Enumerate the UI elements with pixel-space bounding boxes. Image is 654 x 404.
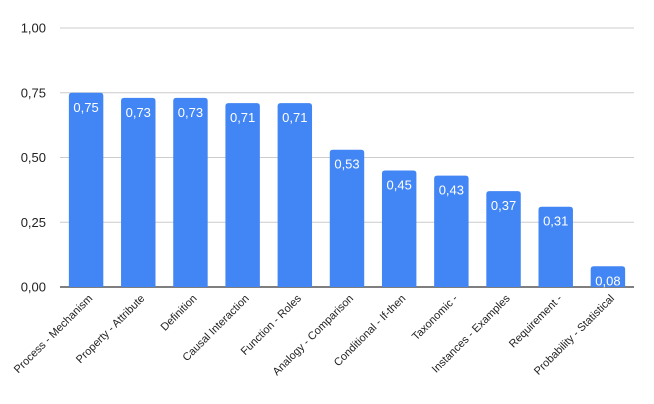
y-tick-label: 0,50: [21, 150, 46, 165]
data-label: 0,53: [334, 157, 359, 172]
data-label: 0,08: [595, 273, 620, 288]
data-label: 0,43: [439, 183, 464, 198]
data-label: 0,31: [543, 214, 568, 229]
bar[interactable]: [434, 175, 469, 287]
y-tick-label: 0,25: [21, 215, 46, 230]
bar[interactable]: [277, 103, 313, 287]
x-tick-label: Requirement -: [507, 292, 565, 350]
bar[interactable]: [590, 266, 626, 287]
data-label: 0,45: [387, 177, 412, 192]
data-label: 0,71: [282, 110, 307, 125]
data-label: 0,37: [491, 198, 516, 213]
bar[interactable]: [538, 206, 573, 287]
bar[interactable]: [329, 149, 365, 287]
bar[interactable]: [173, 97, 208, 288]
x-tick-label: Definition: [159, 293, 200, 334]
y-tick-label: 1,00: [21, 21, 46, 36]
bars: [68, 92, 626, 288]
data-label: 0,73: [126, 105, 151, 120]
y-tick-label: 0,75: [21, 85, 46, 100]
bar[interactable]: [381, 170, 417, 287]
y-tick-label: 0,00: [21, 280, 46, 295]
bar[interactable]: [486, 191, 521, 287]
bar[interactable]: [225, 103, 260, 287]
bar[interactable]: [68, 92, 104, 287]
data-label: 0,73: [178, 105, 203, 120]
data-label: 0,71: [230, 110, 255, 125]
x-tick-label: Taxonomic -: [410, 292, 461, 343]
bar[interactable]: [121, 97, 156, 288]
data-labels: 0,75 0,73 0,73 0,71 0,71 0,53 0,45 0,43 0,37 0,31…: [73, 100, 620, 289]
y-axis-ticks: 0,00 0,25 0,50 0,75 1,00: [21, 21, 46, 295]
data-label: 0,75: [73, 100, 98, 115]
